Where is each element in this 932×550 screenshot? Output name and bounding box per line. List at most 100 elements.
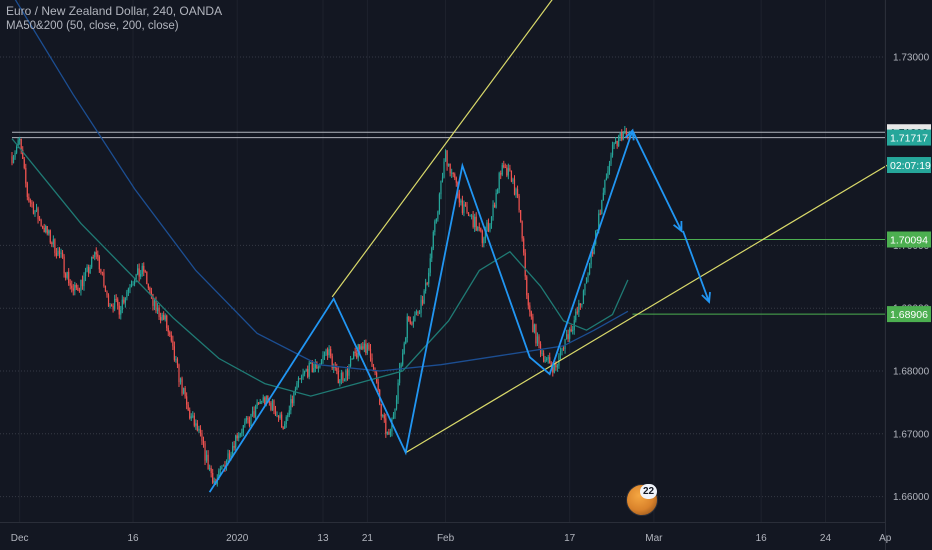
candle-body[interactable]	[144, 271, 146, 273]
candle-body[interactable]	[175, 359, 177, 361]
candle-body[interactable]	[467, 212, 470, 216]
candle-body[interactable]	[182, 388, 185, 394]
candle-body[interactable]	[608, 163, 611, 171]
candle-body[interactable]	[251, 411, 254, 415]
candle-body[interactable]	[434, 221, 436, 233]
candle-body[interactable]	[239, 433, 241, 436]
candle-body[interactable]	[247, 417, 249, 420]
candle-body[interactable]	[441, 177, 444, 181]
candle-body[interactable]	[69, 283, 71, 286]
projection-arrow[interactable]	[682, 230, 710, 303]
candle-body[interactable]	[535, 324, 537, 344]
candle-body[interactable]	[340, 372, 342, 380]
candle-body[interactable]	[417, 311, 419, 313]
candle-body[interactable]	[212, 472, 214, 483]
candle-body[interactable]	[169, 332, 171, 336]
candle-body[interactable]	[527, 295, 529, 306]
candle-body[interactable]	[35, 208, 38, 211]
candle-body[interactable]	[137, 268, 139, 275]
candle-body[interactable]	[42, 225, 44, 228]
candle-body[interactable]	[550, 363, 552, 367]
candle-body[interactable]	[156, 307, 159, 312]
candle-body[interactable]	[267, 395, 269, 402]
candle-body[interactable]	[155, 300, 157, 312]
candle-body[interactable]	[412, 320, 414, 324]
candle-body[interactable]	[543, 353, 545, 362]
candle-body[interactable]	[538, 336, 540, 344]
candle-body[interactable]	[506, 167, 508, 176]
candle-body[interactable]	[504, 167, 506, 169]
candle-body[interactable]	[209, 468, 211, 470]
candle-body[interactable]	[474, 216, 476, 227]
ma50-line[interactable]	[11, 138, 629, 397]
candle-body[interactable]	[530, 311, 532, 317]
candle-body[interactable]	[343, 380, 346, 382]
candle-body[interactable]	[158, 307, 160, 317]
candle-body[interactable]	[241, 432, 243, 434]
candle-body[interactable]	[152, 293, 154, 306]
candle-body[interactable]	[536, 336, 539, 344]
candle-body[interactable]	[296, 382, 298, 390]
candle-body[interactable]	[426, 283, 428, 285]
candle-body[interactable]	[213, 480, 215, 483]
candle-body[interactable]	[17, 140, 19, 147]
candle-body[interactable]	[107, 295, 110, 307]
candle-body[interactable]	[48, 230, 50, 234]
candle-body[interactable]	[43, 227, 45, 233]
candle-body[interactable]	[529, 305, 531, 312]
lower-channel-line[interactable]	[405, 161, 894, 454]
candle-body[interactable]	[575, 311, 577, 321]
candle-body[interactable]	[265, 395, 267, 405]
candle-body[interactable]	[380, 404, 382, 417]
candle-body[interactable]	[567, 334, 569, 339]
candle-body[interactable]	[189, 410, 191, 419]
candle-body[interactable]	[103, 272, 105, 287]
candle-body[interactable]	[199, 428, 202, 434]
candle-body[interactable]	[23, 158, 25, 168]
candle-body[interactable]	[570, 329, 572, 332]
candle-body[interactable]	[19, 138, 21, 141]
candle-body[interactable]	[242, 425, 244, 433]
candle-body[interactable]	[389, 431, 392, 435]
candle-body[interactable]	[319, 363, 321, 368]
candle-body[interactable]	[202, 441, 205, 444]
candle-body[interactable]	[276, 415, 278, 417]
candle-body[interactable]	[290, 399, 292, 411]
candle-body[interactable]	[452, 172, 454, 175]
candle-body[interactable]	[533, 324, 536, 333]
candle-body[interactable]	[248, 419, 251, 426]
candle-body[interactable]	[221, 466, 223, 470]
candle-body[interactable]	[25, 167, 27, 184]
candle-body[interactable]	[578, 303, 580, 313]
candle-body[interactable]	[366, 344, 369, 354]
candle-body[interactable]	[376, 372, 378, 382]
candle-body[interactable]	[333, 366, 335, 369]
candle-body[interactable]	[170, 335, 172, 341]
candle-body[interactable]	[322, 355, 324, 360]
candle-body[interactable]	[238, 435, 240, 439]
candle-body[interactable]	[552, 366, 554, 373]
candle-body[interactable]	[60, 252, 62, 254]
candle-body[interactable]	[569, 329, 571, 339]
candle-body[interactable]	[198, 428, 200, 431]
candle-body[interactable]	[89, 267, 91, 274]
candle-body[interactable]	[423, 291, 425, 304]
candle-body[interactable]	[115, 298, 117, 300]
candle-body[interactable]	[55, 253, 58, 256]
candle-body[interactable]	[372, 366, 375, 370]
candle-body[interactable]	[461, 200, 464, 213]
candle-body[interactable]	[326, 349, 329, 356]
candle-body[interactable]	[610, 155, 612, 164]
price-tag-bg[interactable]	[887, 129, 931, 146]
candle-body[interactable]	[186, 396, 188, 405]
candle-body[interactable]	[421, 299, 424, 304]
candle-body[interactable]	[336, 368, 338, 372]
candle-body[interactable]	[190, 416, 192, 419]
candle-body[interactable]	[81, 279, 84, 287]
candle-body[interactable]	[277, 415, 280, 418]
candle-body[interactable]	[328, 349, 330, 356]
candle-body[interactable]	[356, 353, 358, 358]
candle-body[interactable]	[178, 364, 180, 383]
candle-body[interactable]	[121, 299, 123, 311]
candle-body[interactable]	[411, 323, 413, 325]
